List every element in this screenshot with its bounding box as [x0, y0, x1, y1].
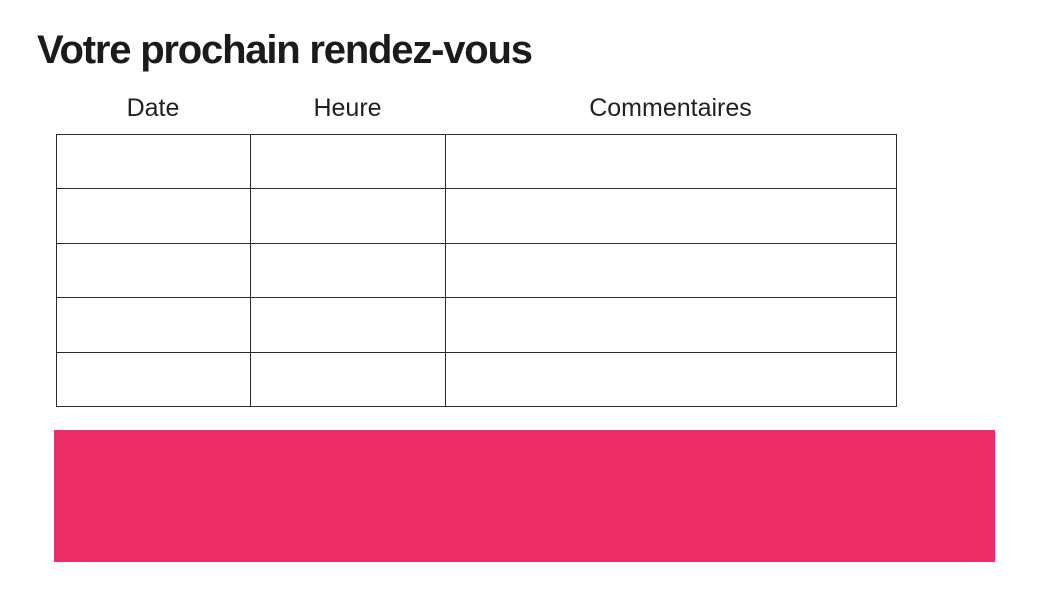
- page-title: Votre prochain rendez-vous: [37, 28, 533, 72]
- cell-date: [56, 297, 251, 353]
- cell-date: [56, 351, 251, 408]
- column-header-commentaires: Commentaires: [589, 94, 752, 122]
- cell-date: [56, 188, 251, 244]
- cell-commentaires: [445, 351, 897, 408]
- cell-heure: [250, 188, 446, 244]
- cell-heure: [250, 351, 446, 408]
- column-header-heure: Heure: [313, 94, 382, 122]
- cell-commentaires: [445, 133, 897, 190]
- table-row: [56, 297, 897, 353]
- cell-commentaires: [445, 242, 897, 299]
- table-row: [56, 133, 897, 190]
- table-header-row: Date Heure Commentaires: [56, 92, 896, 124]
- cell-heure: [250, 133, 446, 190]
- pink-banner: [54, 430, 995, 562]
- table-row: [56, 242, 897, 299]
- table-row: [56, 188, 897, 244]
- cell-commentaires: [445, 297, 897, 353]
- cell-date: [56, 133, 251, 190]
- cell-date: [56, 242, 251, 299]
- table-row: [56, 351, 897, 408]
- column-header-date: Date: [126, 94, 180, 122]
- cell-heure: [250, 297, 446, 353]
- appointments-table: [56, 133, 897, 408]
- cell-commentaires: [445, 188, 897, 244]
- cell-heure: [250, 242, 446, 299]
